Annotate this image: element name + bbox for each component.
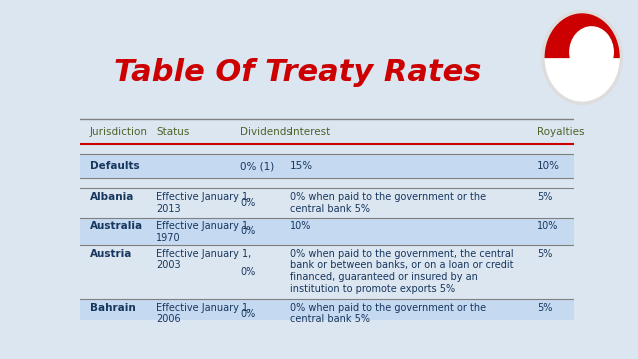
Text: Interest: Interest	[290, 126, 330, 136]
Bar	[80, 178, 574, 188]
Text: 10%: 10%	[290, 221, 311, 231]
Text: 5%: 5%	[537, 192, 553, 202]
Text: ★: ★	[600, 35, 607, 44]
Text: 0%: 0%	[241, 198, 256, 208]
Bar	[80, 144, 574, 154]
Text: Table Of Treaty Rates: Table Of Treaty Rates	[114, 58, 482, 87]
Bar	[80, 299, 574, 330]
Text: 0% when paid to the government or the
central bank 5%: 0% when paid to the government or the ce…	[290, 303, 486, 324]
Wedge shape	[543, 11, 621, 57]
Text: 0% (1): 0% (1)	[241, 161, 275, 171]
Text: Effective January 1,
2003: Effective January 1, 2003	[156, 249, 251, 270]
Text: Royalties: Royalties	[537, 126, 584, 136]
Circle shape	[543, 11, 621, 103]
Text: ★: ★	[596, 50, 603, 59]
Text: 0%: 0%	[241, 226, 256, 236]
Bar	[80, 119, 574, 144]
Text: Austria: Austria	[89, 249, 132, 259]
Bar	[80, 188, 574, 218]
Text: Jurisdiction: Jurisdiction	[89, 126, 147, 136]
Text: 0%: 0%	[241, 309, 256, 319]
Circle shape	[570, 27, 613, 78]
Bar	[80, 154, 574, 178]
Text: Australia: Australia	[89, 221, 143, 231]
Text: Dividends: Dividends	[241, 126, 292, 136]
Text: 0% when paid to the government or the
central bank 5%: 0% when paid to the government or the ce…	[290, 192, 486, 214]
Text: Effective January 1,
2006: Effective January 1, 2006	[156, 303, 251, 324]
Text: 0% when paid to the government, the central
bank or between banks, or on a loan : 0% when paid to the government, the cent…	[290, 249, 514, 294]
Text: ★: ★	[582, 50, 590, 59]
Text: Bahrain: Bahrain	[89, 303, 135, 313]
Text: Effective January 1,
2013: Effective January 1, 2013	[156, 192, 251, 214]
Text: 5%: 5%	[537, 303, 553, 313]
Text: 10%: 10%	[537, 161, 560, 171]
Text: ★: ★	[590, 26, 596, 35]
Bar	[80, 218, 574, 245]
Text: Albania: Albania	[89, 192, 134, 202]
Text: Effective January 1,
1970: Effective January 1, 1970	[156, 221, 251, 243]
Text: ★: ★	[579, 35, 586, 44]
Text: Defaults: Defaults	[89, 161, 139, 171]
Text: Status: Status	[156, 126, 189, 136]
Text: 5%: 5%	[537, 249, 553, 259]
Text: 10%: 10%	[537, 221, 558, 231]
Bar	[80, 245, 574, 299]
Text: 0%: 0%	[241, 267, 256, 277]
Text: 15%: 15%	[290, 161, 313, 171]
